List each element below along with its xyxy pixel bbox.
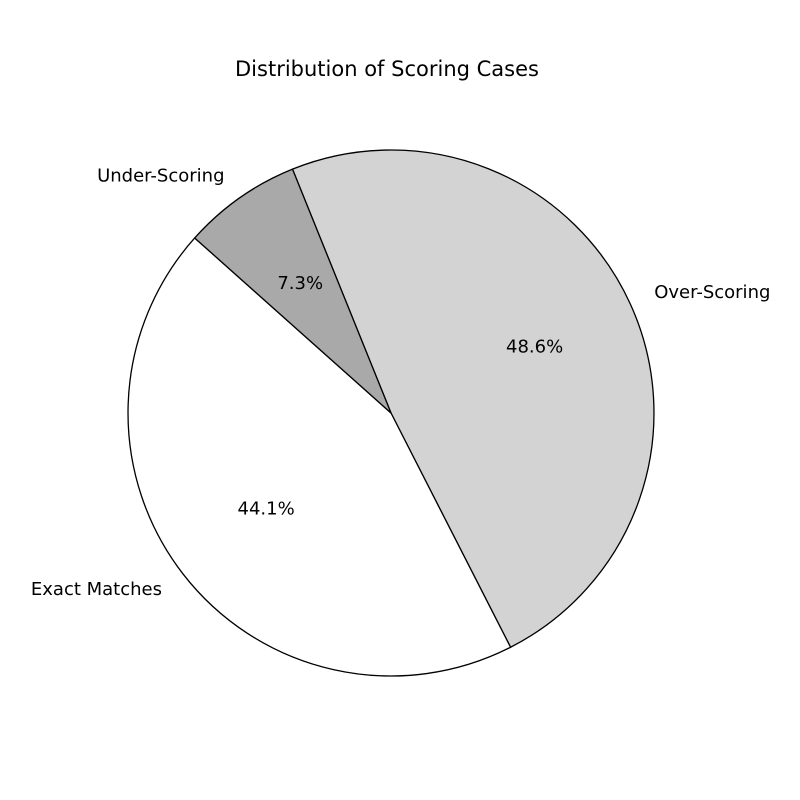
slice-percent-over-scoring: 48.6% [506, 337, 563, 358]
pie-slices [127, 149, 655, 677]
pie-slice-under-scoring [194, 168, 392, 414]
slice-percent-under-scoring: 7.3% [277, 273, 323, 294]
slice-label-over-scoring: Over-Scoring [654, 282, 770, 303]
pie-labels: Over-Scoring 48.6% Exact Matches 44.1% Under… [31, 165, 771, 599]
slice-percent-exact-matches: 44.1% [238, 498, 295, 519]
slice-label-exact-matches: Exact Matches [31, 579, 162, 600]
pie-slice-exact-matches [127, 237, 512, 677]
pie-slice-over-scoring [291, 149, 655, 648]
chart-title: Distribution of Scoring Cases [235, 57, 539, 81]
slice-label-under-scoring: Under-Scoring [97, 165, 224, 186]
